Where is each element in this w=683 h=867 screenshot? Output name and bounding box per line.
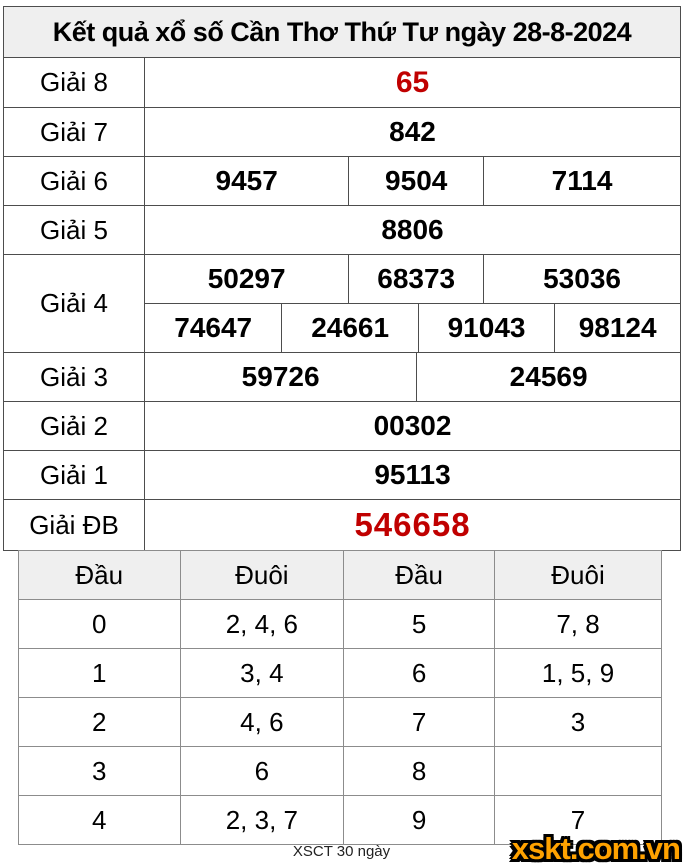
head-tail-row: 2 4, 6 7 3 [19,697,661,746]
prize-row-db: Giải ĐB 546658 [4,499,680,550]
head-tail-cell: 6 [343,649,494,697]
history-caption: XSCT 30 ngày [292,843,391,860]
prize-row-g5: Giải 5 8806 [4,205,680,254]
head-tail-cell: 2, 4, 6 [179,600,344,648]
prize-row-g6: Giải 6 9457 9504 7114 [4,156,680,205]
head-tail-cell: 5 [343,600,494,648]
prize-label: Giải 7 [4,108,145,156]
prize-label: Giải 3 [4,353,145,401]
head-tail-cell: 0 [92,608,107,639]
prize-label: Giải 6 [4,157,145,205]
prize-value: 8806 [381,214,444,245]
prize-value-jackpot: 546658 [354,506,471,543]
site-logo-link[interactable]: xskt.com.vn [511,831,681,866]
prize-row-g4: Giải 4 50297 68373 53036 74647 24661 910… [4,254,680,352]
prize-label: Giải 5 [4,206,145,254]
prize-value: 00302 [373,410,452,441]
head-tail-cell: 7, 8 [494,600,661,648]
head-tail-header: Đầu [75,559,124,590]
prize-row-g3: Giải 3 59726 24569 [4,352,680,401]
prize-value: 9504 [348,157,483,205]
head-tail-cell [494,747,661,795]
head-tail-cell: 7 [494,796,661,844]
head-tail-header: Đuôi [179,551,344,599]
head-tail-cell: 9 [343,796,494,844]
head-tail-cell: 8 [343,747,494,795]
prize-results-table: Kết quả xổ số Cần Thơ Thứ Tư ngày 28-8-2… [3,6,681,551]
prize-label: Giải 8 [4,58,145,107]
prize-value: 74647 [174,312,253,343]
prize-row-g7: Giải 7 842 [4,107,680,156]
prize-label: Giải ĐB [4,500,145,550]
prize-value: 7114 [483,157,680,205]
head-tail-cell: 3 [494,698,661,746]
prize-value: 95113 [374,459,451,490]
head-tail-cell: 4, 6 [179,698,344,746]
head-tail-cell: 2, 3, 7 [179,796,344,844]
head-tail-row: 4 2, 3, 7 9 7 [19,795,661,844]
prize-value: 24569 [416,353,680,401]
prize-value: 9457 [215,165,278,196]
prize-row-g8: Giải 8 65 [4,58,680,107]
head-tail-cell: 3, 4 [179,649,344,697]
prize-value: 91043 [417,304,554,352]
head-tail-cell: 4 [92,804,107,835]
head-tail-cell: 7 [343,698,494,746]
head-tail-cell: 2 [92,706,107,737]
page-title: Kết quả xổ số Cần Thơ Thứ Tư ngày 28-8-2… [4,7,680,58]
prize-label: Giải 1 [4,451,145,499]
prize-value: 24661 [281,304,417,352]
head-tail-row: 1 3, 4 6 1, 5, 9 [19,648,661,697]
prize-value: 842 [389,116,436,147]
prize-value: 53036 [483,255,680,303]
prize-value: 65 [395,65,430,99]
head-tail-header: Đuôi [494,551,661,599]
prize-label: Giải 2 [4,402,145,450]
head-tail-cell: 1, 5, 9 [494,649,661,697]
prize-label: Giải 4 [4,255,145,352]
prize-value: 59726 [241,361,320,392]
prize-row-g1: Giải 1 95113 [4,450,680,499]
head-tail-row: 3 6 8 [19,746,661,795]
head-tail-header-row: Đầu Đuôi Đầu Đuôi [19,551,661,599]
head-tail-cell: 6 [179,747,344,795]
prize-value: 98124 [554,304,680,352]
head-tail-table: Đầu Đuôi Đầu Đuôi 0 2, 4, 6 5 7, 8 1 3, … [18,550,662,845]
prize-value: 68373 [348,255,483,303]
prize-row-g2: Giải 2 00302 [4,401,680,450]
head-tail-row: 0 2, 4, 6 5 7, 8 [19,599,661,648]
head-tail-cell: 3 [92,755,107,786]
prize-value: 50297 [207,263,286,294]
head-tail-cell: 1 [92,657,107,688]
head-tail-header: Đầu [343,551,494,599]
